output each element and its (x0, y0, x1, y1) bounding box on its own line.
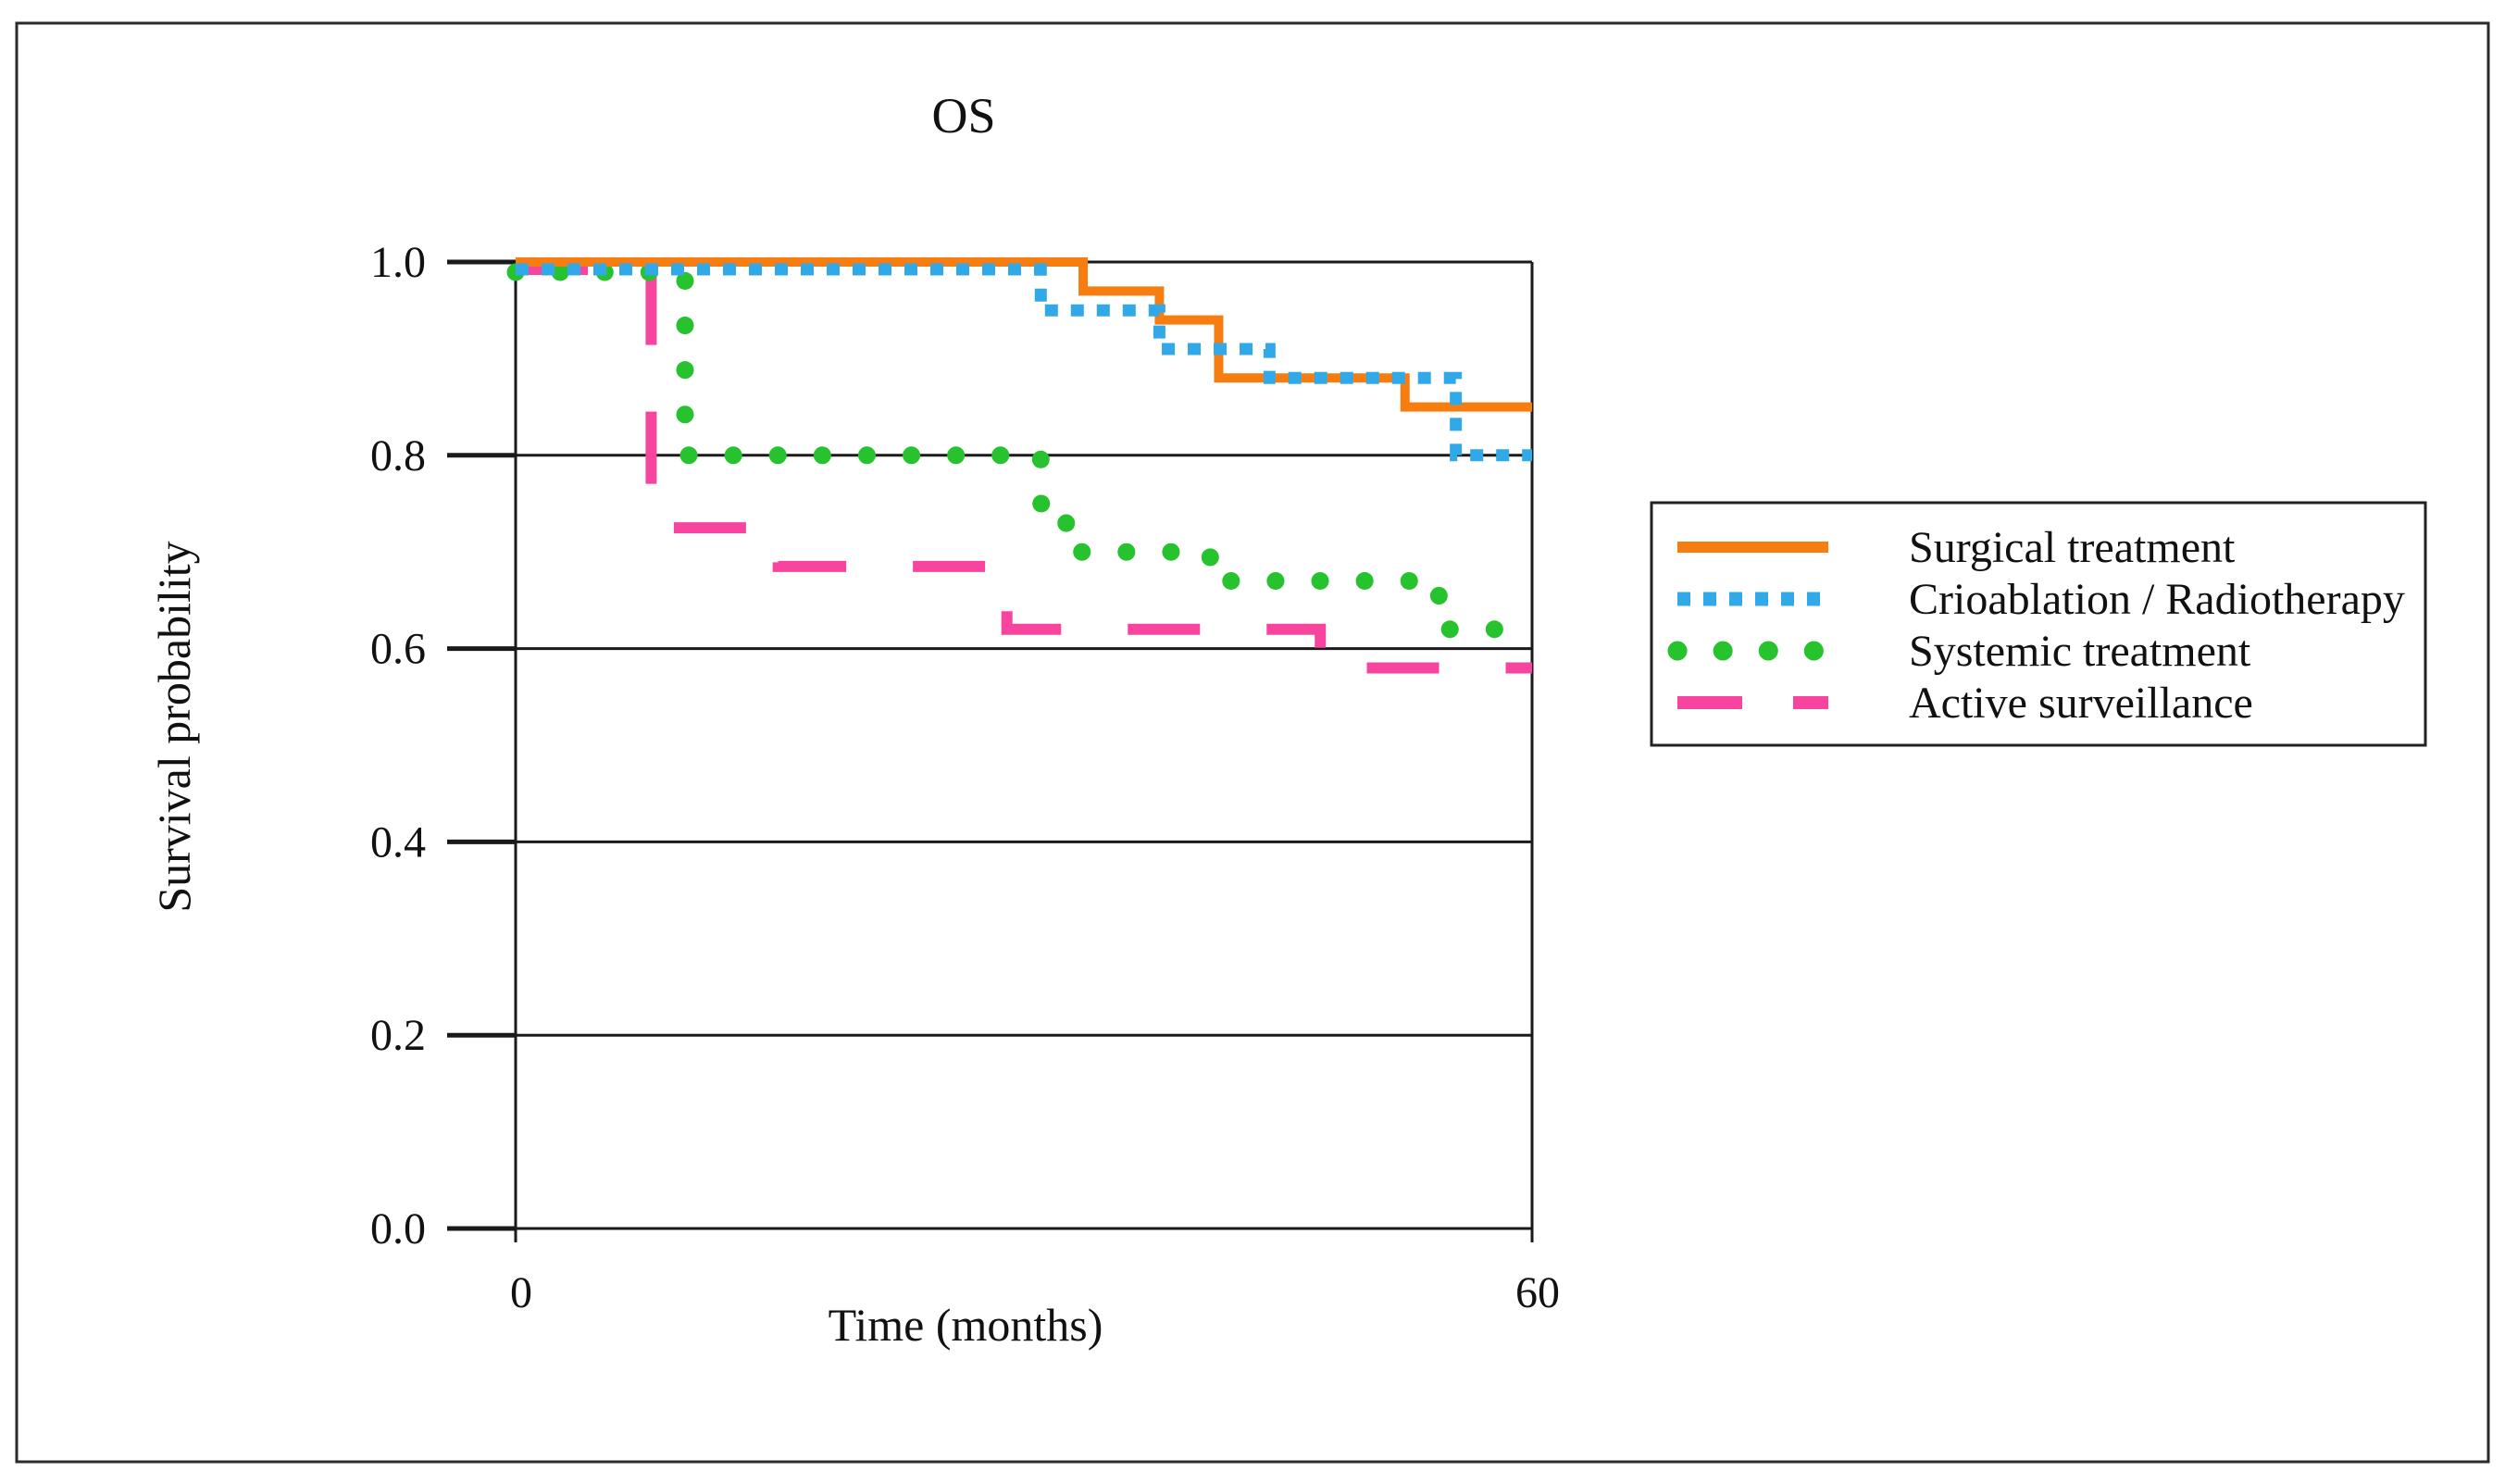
km-curve-crioablation-radiotherapy (516, 263, 1532, 462)
x-tick-label-0: 0 (510, 1268, 532, 1317)
y-tick-label-0.6: 0.6 (370, 625, 426, 674)
x-axis-title: Time (months) (829, 1299, 1103, 1351)
legend-label-crioablation-radiotherapy: Crioablation / Radiotherapy (1909, 575, 2405, 624)
chart-title: OS (931, 88, 995, 143)
y-axis-title: Survival probability (148, 541, 200, 912)
legend-label-systemic-treatment: Systemic treatment (1909, 627, 2251, 676)
y-tick-label-0.4: 0.4 (370, 817, 426, 867)
x-tick-labels: 0 60 (510, 1268, 1560, 1317)
y-tick-labels: 1.0 0.8 0.6 0.4 0.2 0.0 (370, 238, 426, 1253)
axis-ticks (447, 259, 1534, 1242)
km-curve-surgical-treatment (516, 257, 1532, 412)
legend-label-active-surveillance: Active surveillance (1909, 679, 2253, 728)
x-tick-label-60: 60 (1515, 1268, 1560, 1317)
km-curves (506, 257, 1541, 674)
plot-border (514, 262, 1534, 1228)
y-tick-label-0.8: 0.8 (370, 431, 426, 480)
y-tick-label-0.0: 0.0 (370, 1204, 426, 1253)
y-tick-label-1.0: 1.0 (370, 238, 426, 287)
y-tick-label-0.2: 0.2 (370, 1011, 426, 1060)
km-curve-systemic-treatment (506, 263, 1541, 639)
legend-label-surgical-treatment: Surgical treatment (1909, 523, 2236, 572)
